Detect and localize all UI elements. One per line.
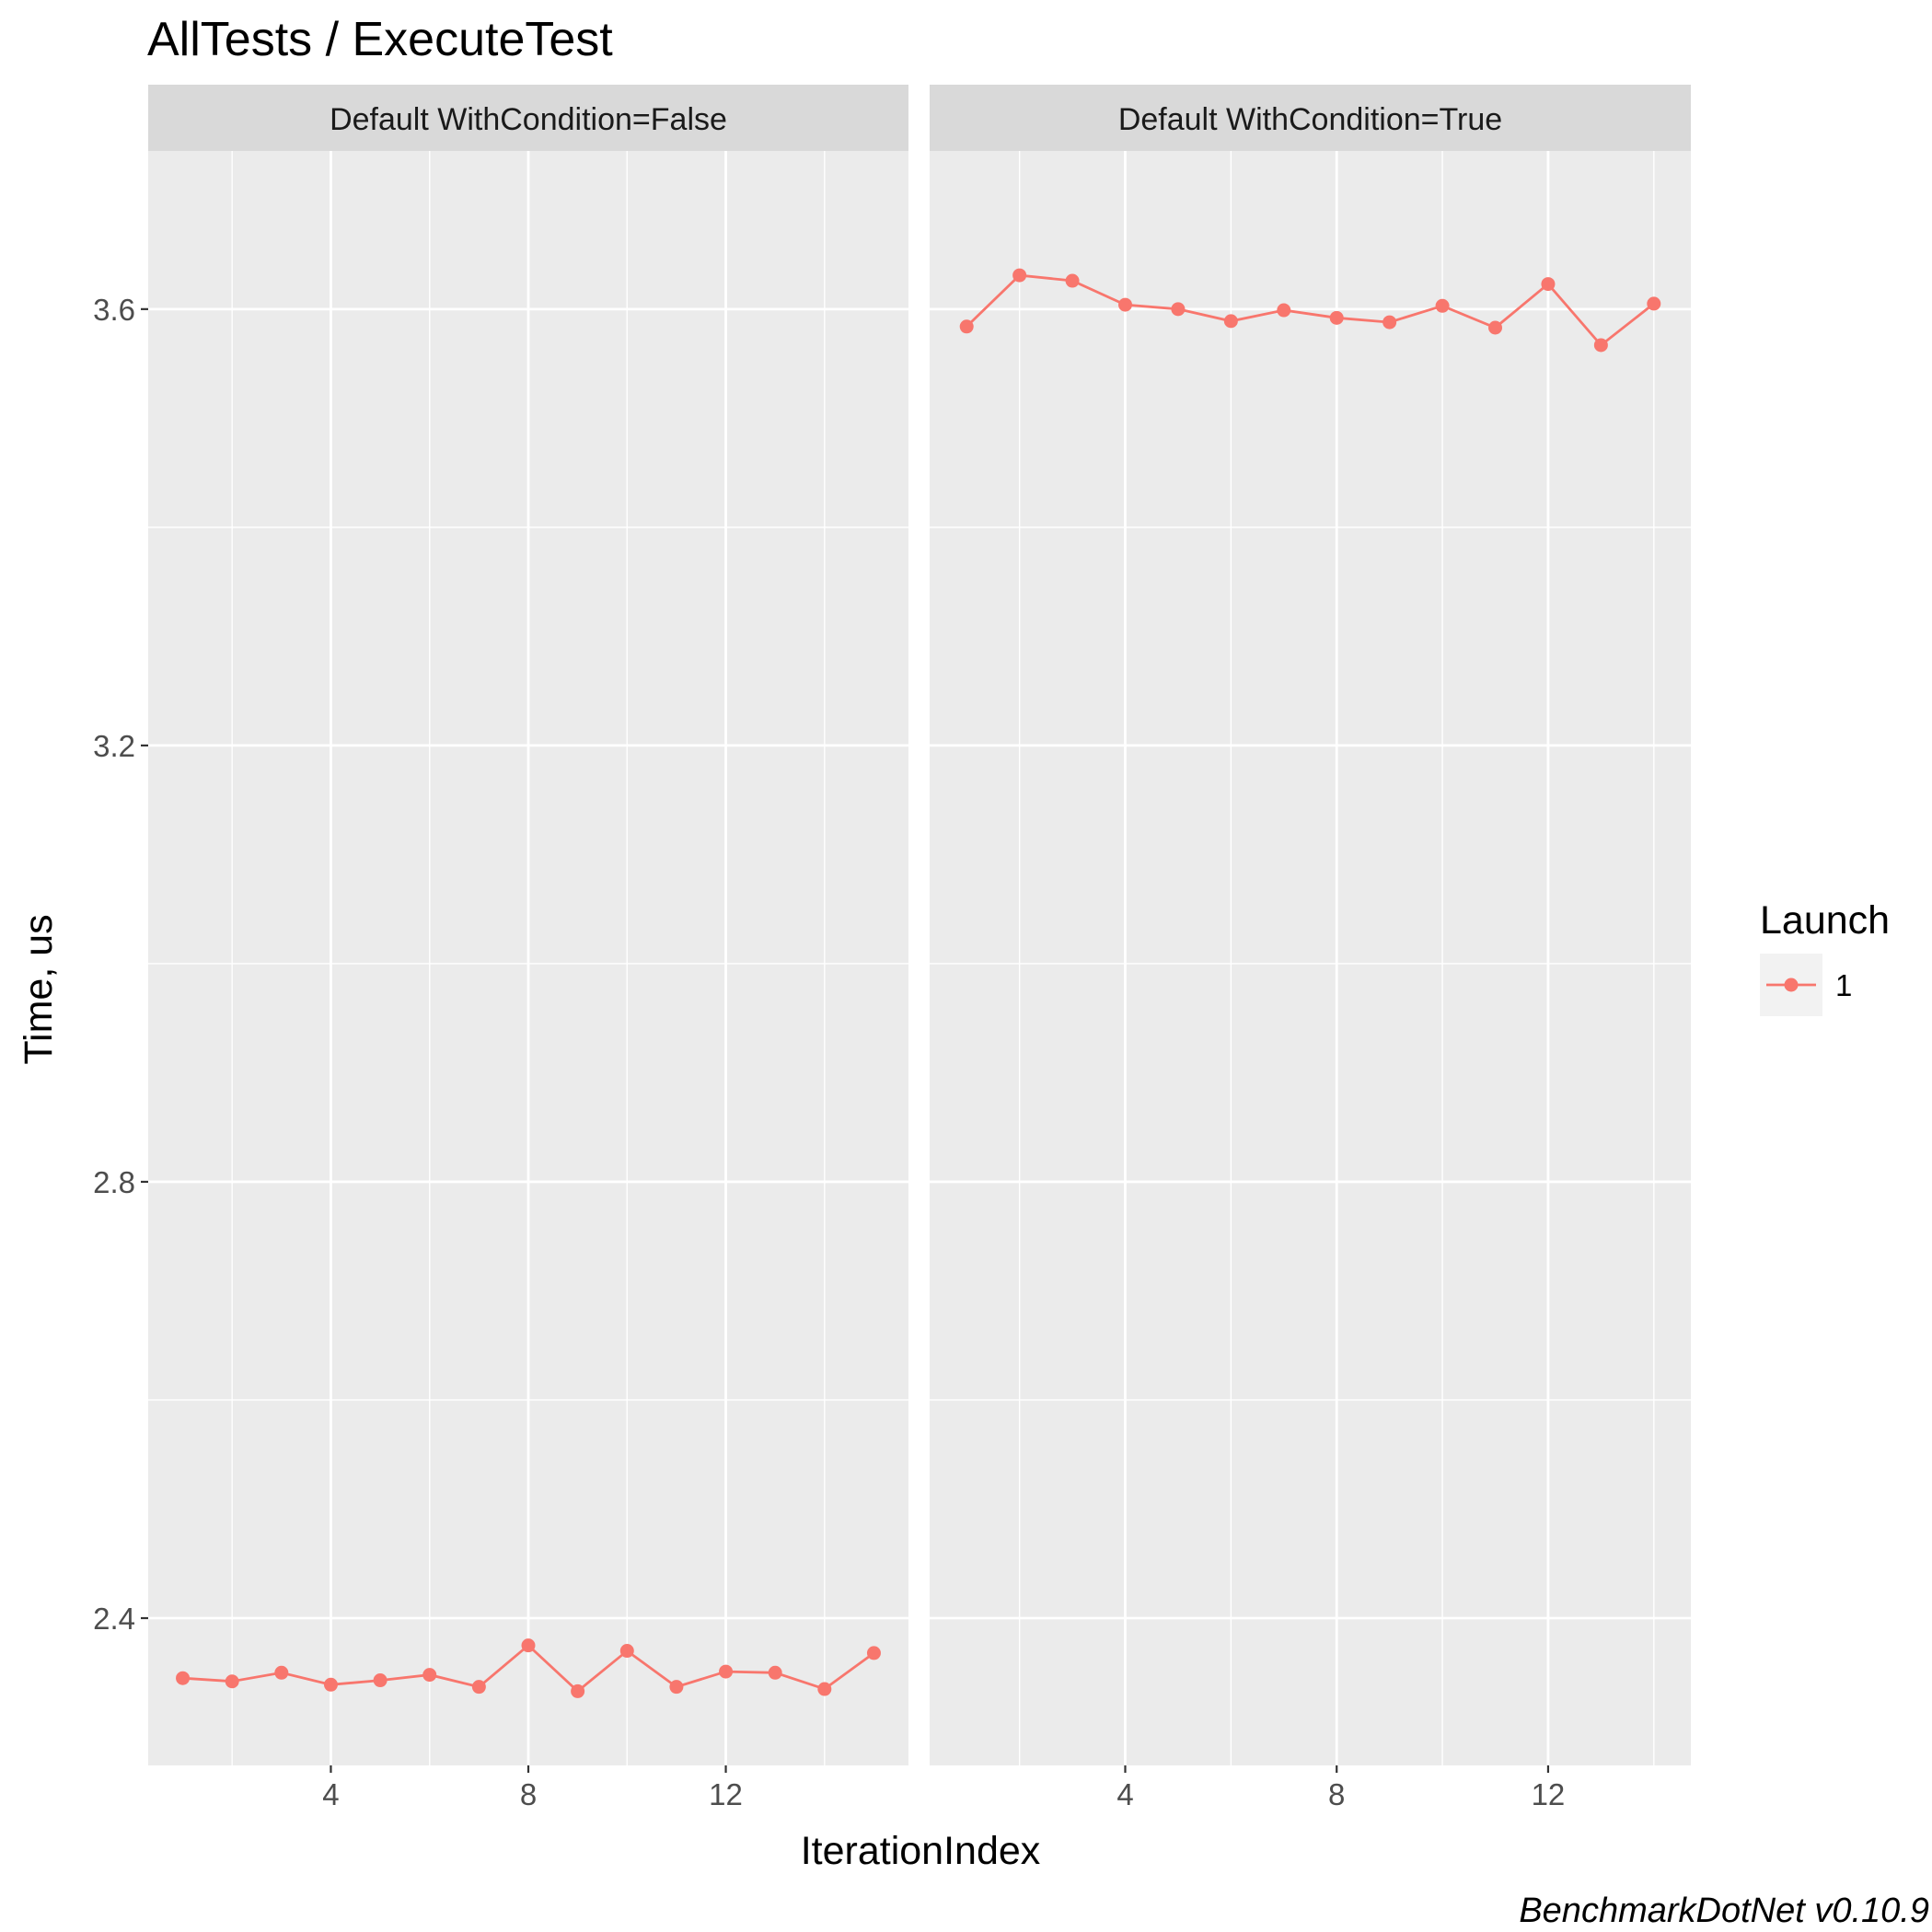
data-point xyxy=(471,1680,486,1695)
data-point xyxy=(521,1638,536,1653)
data-point xyxy=(176,1671,191,1685)
legend: Launch 1 xyxy=(1760,898,1890,1016)
legend-title: Launch xyxy=(1760,898,1890,943)
x-axis-title: IterationIndex xyxy=(801,1829,1041,1873)
data-point xyxy=(225,1674,239,1689)
panel-2: Default WithCondition=True 4 8 12 xyxy=(930,85,1691,1811)
data-point xyxy=(669,1680,684,1695)
data-point xyxy=(1223,314,1238,329)
y-tick-label: 3.6 xyxy=(93,293,135,327)
facet-panels: Default WithCondition=False 4 8 12 2.4 2.8 3.2… xyxy=(93,85,1691,1811)
data-point xyxy=(373,1673,388,1688)
series-line xyxy=(966,273,1655,347)
facet-strip xyxy=(930,85,1691,151)
data-point xyxy=(817,1682,832,1696)
facet-strip-label: Default WithCondition=True xyxy=(1118,102,1502,137)
facet-strip xyxy=(148,85,908,151)
x-tick-label: 4 xyxy=(322,1777,339,1811)
data-point xyxy=(1541,277,1556,292)
data-point xyxy=(866,1646,881,1660)
y-tick-label: 3.2 xyxy=(93,729,135,763)
y-axis-title: Time, us xyxy=(17,914,61,1064)
data-point xyxy=(1647,296,1661,311)
caption: BenchmarkDotNet v0.10.9 xyxy=(1519,1892,1929,1930)
x-tick-label: 12 xyxy=(1532,1777,1566,1811)
data-point xyxy=(323,1677,338,1692)
x-tick-label: 8 xyxy=(520,1777,537,1811)
panel-1: Default WithCondition=False 4 8 12 2.4 2.8 3.2… xyxy=(93,85,908,1811)
x-tick-label: 4 xyxy=(1116,1777,1133,1811)
data-point xyxy=(1065,273,1080,288)
data-point xyxy=(1012,268,1027,283)
data-point xyxy=(1117,297,1132,312)
x-tick-label: 8 xyxy=(1328,1777,1345,1811)
data-point xyxy=(1329,310,1344,325)
legend-key-point xyxy=(1784,978,1799,992)
data-point xyxy=(1382,315,1397,330)
panel-background xyxy=(930,151,1691,1765)
data-point xyxy=(1488,320,1503,335)
legend-label: 1 xyxy=(1835,968,1852,1002)
y-tick-label: 2.4 xyxy=(93,1602,135,1636)
data-point xyxy=(768,1665,782,1680)
data-point xyxy=(719,1664,734,1679)
data-point xyxy=(1435,298,1450,313)
data-point xyxy=(1277,303,1291,318)
x-tick-label: 12 xyxy=(709,1777,743,1811)
data-point xyxy=(1593,338,1608,353)
chart-title: AllTests / ExecuteTest xyxy=(147,13,613,66)
y-tick-label: 2.8 xyxy=(93,1165,135,1199)
facet-strip-label: Default WithCondition=False xyxy=(330,102,727,137)
data-point xyxy=(1171,302,1186,317)
data-point xyxy=(959,319,974,334)
data-point xyxy=(274,1665,289,1680)
data-point xyxy=(571,1683,585,1698)
data-point xyxy=(619,1644,634,1659)
data-point xyxy=(422,1668,437,1683)
